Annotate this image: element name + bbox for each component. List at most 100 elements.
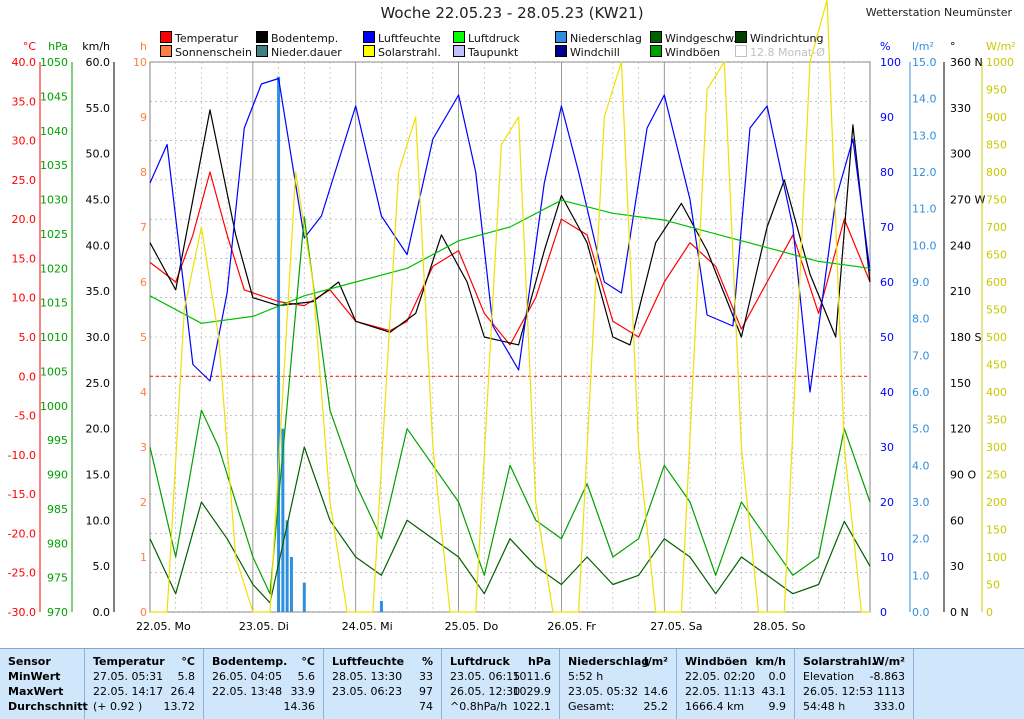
legend-item: Nieder.dauer xyxy=(256,45,342,59)
tick-label: 90 O xyxy=(950,469,976,482)
tick-label: 150 xyxy=(986,524,1007,537)
legend-swatch xyxy=(555,45,567,57)
row-label: MaxWert xyxy=(8,685,64,698)
legend-label: Niederschlag xyxy=(570,32,642,45)
cell-value: 13.72 xyxy=(163,700,196,713)
tick-label: 1005 xyxy=(40,365,68,378)
cell-label: 23.05. 06:23 xyxy=(332,685,403,698)
tick-label: 300 xyxy=(986,441,1007,454)
tick-label: -5.0 xyxy=(15,410,36,423)
day-label: 28.05. So xyxy=(753,620,805,633)
stats-column: Niederschlag l/m² 5:52 h 23.05. 05:32 14.6 Ge… xyxy=(560,649,677,719)
tick-label: 60.0 xyxy=(86,56,111,69)
legend-item: Temperatur xyxy=(160,31,238,45)
series-solarstrahl xyxy=(150,0,870,613)
tick-label: 1010 xyxy=(40,331,68,344)
tick-label: 850 xyxy=(986,139,1007,152)
legend-swatch xyxy=(256,31,268,43)
cell-label: (+ 0.92 ) xyxy=(93,700,143,713)
tick-label: 45.0 xyxy=(86,194,111,207)
stats-table: Sensor MinWert MaxWert Durchschnitt Temperat… xyxy=(0,648,1024,719)
cell-value: 1022.1 xyxy=(512,700,552,713)
tick-label: 20.0 xyxy=(86,423,111,436)
tick-label: 985 xyxy=(47,503,68,516)
tick-label: 25.0 xyxy=(12,174,37,187)
cell-value: 33.9 xyxy=(290,685,316,698)
tick-label: -15.0 xyxy=(8,488,36,501)
cell-label: Gesamt: xyxy=(568,700,615,713)
series-luftdruck xyxy=(149,199,871,324)
series-luftfeuchte xyxy=(149,77,871,393)
tick-label: -20.0 xyxy=(8,527,36,540)
axis-unit-hum: % xyxy=(880,40,890,53)
axis-rain: l/m² 15.0 14.0 13.0 12.0 11.0 10.0 9.0 8.0 7.0 6.0… xyxy=(912,40,937,619)
tick-label: 5.0 xyxy=(912,423,930,436)
tick-label: 1015 xyxy=(40,297,68,310)
tick-label: 600 xyxy=(986,276,1007,289)
cell-value: 14.36 xyxy=(283,700,316,713)
tick-label: 10 xyxy=(133,56,147,69)
tick-label: 0 xyxy=(140,606,147,619)
tick-label: 180 S xyxy=(950,331,981,344)
tick-label: 40.0 xyxy=(86,239,111,252)
legend-swatch xyxy=(363,45,375,57)
tick-label: 0.0 xyxy=(912,606,930,619)
tick-label: 40 xyxy=(880,386,894,399)
cell-label: 1666.4 km xyxy=(685,700,745,713)
tick-label: 1 xyxy=(140,551,147,564)
stats-column: Solarstrahl. W/m² Elevation -8.863 26.05. 12… xyxy=(795,649,914,719)
tick-label: 6.0 xyxy=(912,386,930,399)
tick-label: 15.0 xyxy=(86,469,111,482)
legend-label: Solarstrahl. xyxy=(378,46,441,59)
tick-label: 360 N xyxy=(950,56,983,69)
rain-bar xyxy=(285,520,289,612)
row-label: MinWert xyxy=(8,670,61,683)
axis-dir: ° 360 N 330 300 270 W 240 210 180 S 150 120 90 O 60… xyxy=(950,40,985,619)
tick-label: 15.0 xyxy=(12,252,37,265)
tick-label: -25.0 xyxy=(8,567,36,580)
rain-bar xyxy=(289,557,293,612)
tick-label: 400 xyxy=(986,386,1007,399)
cell-value: 74 xyxy=(419,700,433,713)
cell-value: 25.2 xyxy=(643,700,669,713)
legend-item: Windchill xyxy=(555,45,620,59)
legend-label: Bodentemp. xyxy=(271,32,339,45)
tick-label: -10.0 xyxy=(8,449,36,462)
cell-value: 9.9 xyxy=(768,700,787,713)
day-label: 26.05. Fr xyxy=(547,620,596,633)
cell-value: 14.6 xyxy=(643,685,669,698)
cell-label: 5:52 h xyxy=(568,670,604,683)
cell-label: 22.05. 11:13 xyxy=(685,685,756,698)
chart-title: Woche 22.05.23 - 28.05.23 (KW21) xyxy=(380,4,644,22)
tick-label: 1045 xyxy=(40,90,68,103)
tick-label: 970 xyxy=(47,606,68,619)
tick-label: 14.0 xyxy=(912,93,937,106)
cell-label: 23.05. 05:32 xyxy=(568,685,639,698)
cell-value: 97 xyxy=(419,685,433,698)
legend-label: Nieder.dauer xyxy=(271,46,342,59)
cell-value: 5.6 xyxy=(297,670,316,683)
tick-label: 270 W xyxy=(950,194,985,207)
tick-label: 1050 xyxy=(40,56,68,69)
tick-label: 1.0 xyxy=(912,569,930,582)
axis-unit-press: hPa xyxy=(48,40,68,53)
tick-label: 4.0 xyxy=(912,459,930,472)
stats-column: Luftdruck hPa 23.05. 06:15 1011.6 26.05. 12:… xyxy=(442,649,560,719)
tick-label: 120 xyxy=(950,423,971,436)
cell-label: 26.05. 12:30 xyxy=(450,685,521,698)
rain-bar xyxy=(302,582,306,612)
tick-label: 990 xyxy=(47,469,68,482)
cell-value: 43.1 xyxy=(761,685,787,698)
legend-label: Windchill xyxy=(570,46,620,59)
tick-label: 10.0 xyxy=(12,292,37,305)
legend-item: Windrichtung xyxy=(735,31,823,45)
chart-area: °C 40.0 35.0 30.0 25.0 20.0 15.0 10.0 5.0 0.0 -5.0… xyxy=(8,0,1016,633)
tick-label: 0.0 xyxy=(93,606,111,619)
cell-label: 22.05. 13:48 xyxy=(212,685,283,698)
tick-label: 5.0 xyxy=(93,560,111,573)
legend-swatch xyxy=(555,31,567,43)
tick-label: 100 xyxy=(880,56,901,69)
tick-label: 950 xyxy=(986,84,1007,97)
legend-swatch xyxy=(650,45,662,57)
